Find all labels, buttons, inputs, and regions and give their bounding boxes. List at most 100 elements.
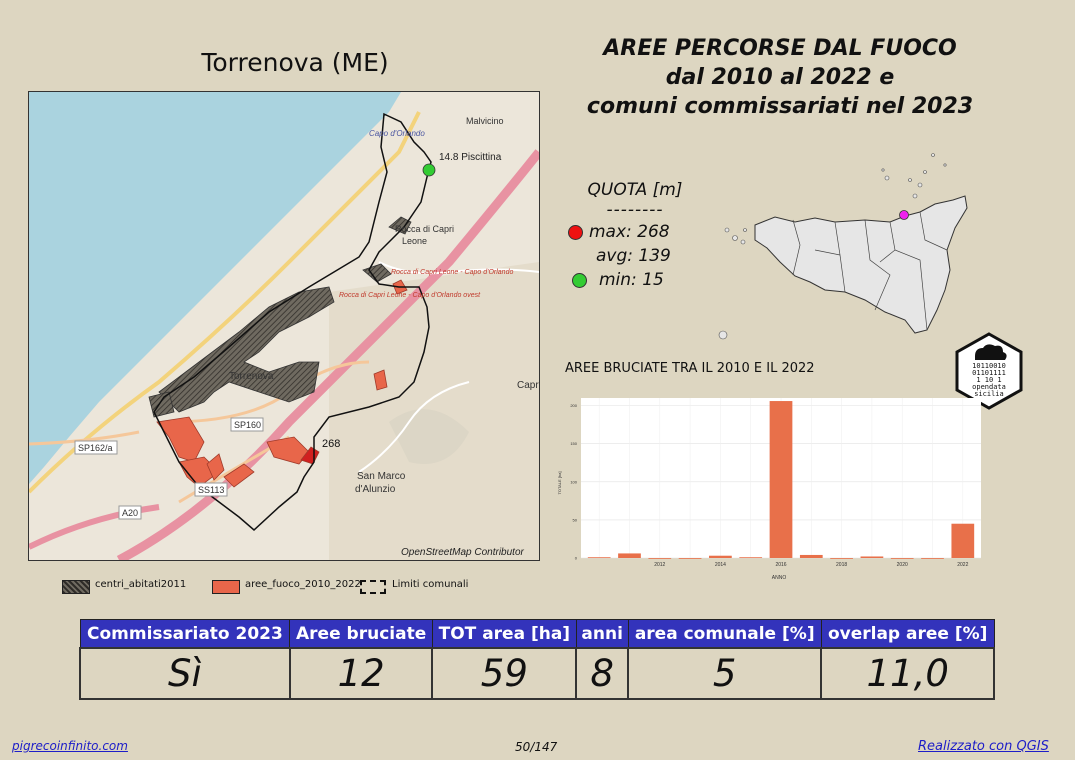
chart-xtick-label: 2018 xyxy=(836,562,847,568)
map-centro-abitato xyxy=(158,286,335,413)
map-road xyxy=(358,381,470,473)
map-road-sign xyxy=(194,482,228,497)
summary-table: Commissariato 2023 Aree bruciate TOT are… xyxy=(79,619,995,700)
sicily-inset-map xyxy=(718,153,968,340)
logo-binary: 01101111 xyxy=(972,369,1006,377)
map-label: A20 xyxy=(122,508,138,518)
main-title: AREE PERCORSE DAL FUOCO dal 2010 al 2022… xyxy=(560,34,1000,121)
map-label: SP160 xyxy=(234,420,261,430)
table-cell-commissariato: Sì xyxy=(79,647,291,700)
map-road xyxy=(378,261,539,275)
chart-bar xyxy=(618,553,641,558)
legend-aree-label: aree_fuoco_2010_2022 xyxy=(245,579,361,590)
main-title-line1: AREE PERCORSE DAL FUOCO xyxy=(603,36,957,61)
table-cell-area-comunale: 5 xyxy=(627,647,823,700)
map-label: San Marco xyxy=(357,471,406,482)
table-header: Commissariato 2023 xyxy=(79,619,291,649)
chart-bar xyxy=(799,554,823,558)
chart-ytick-label: 50 xyxy=(573,517,578,522)
chart-ytick-label: 150 xyxy=(570,441,577,446)
table-cell-anni: 8 xyxy=(575,647,630,700)
map-label: Capo d'Orlando xyxy=(369,129,425,138)
table-cell-tot-area: 59 xyxy=(431,647,578,700)
page-number: 50/147 xyxy=(515,740,558,754)
quota-max: max: 268 xyxy=(589,222,670,242)
chart-title: AREE BRUCIATE TRA IL 2010 E IL 2022 xyxy=(565,361,815,376)
table-cell-overlap: 11,0 xyxy=(820,647,995,700)
sicily-islands xyxy=(718,153,947,340)
main-title-line3: comuni commissariati nel 2023 xyxy=(586,94,974,119)
chart-bar xyxy=(890,558,914,559)
cloud-icon xyxy=(975,344,1007,360)
map-label: d'Alunzio xyxy=(355,484,396,495)
table-cell-aree: 12 xyxy=(288,647,434,700)
map-legend: centri_abitati2011 aree_fuoco_2010_2022 … xyxy=(62,577,542,597)
min-dot-icon xyxy=(572,273,587,288)
chart-xticks: 2012 2014 2016 2018 2020 2022 xyxy=(654,562,968,568)
max-dot-icon xyxy=(568,225,583,240)
map-attribution: OpenStreetMap Contributor xyxy=(401,547,525,558)
quota-separator: -------- xyxy=(606,200,664,220)
map-label: Leone xyxy=(402,236,427,246)
table-header: anni xyxy=(575,619,629,649)
logo-text: sicilia xyxy=(974,390,1004,398)
map-svg: Malvicino 14.8 Piscittina Capo d'Orlando… xyxy=(29,92,539,560)
legend-centri-swatch xyxy=(62,580,90,594)
legend-limiti-label: Limiti comunali xyxy=(392,579,469,590)
chart-bar xyxy=(648,558,672,559)
chart-bar xyxy=(830,558,853,559)
sicily-shape xyxy=(754,195,968,334)
map-road-sign xyxy=(230,417,264,432)
chart-bar xyxy=(921,558,944,559)
map-frame[interactable]: Malvicino 14.8 Piscittina Capo d'Orlando… xyxy=(28,91,540,561)
table-header: area comunale [%] xyxy=(627,619,822,649)
chart-xlabel: ANNO xyxy=(772,575,787,581)
chart-bar xyxy=(678,558,702,559)
quota-avg: avg: 139 xyxy=(596,246,671,266)
sicily-provinces xyxy=(792,211,948,331)
quota-avg-row: avg: 139 xyxy=(565,244,705,268)
map-boundary xyxy=(153,112,432,532)
quota-min-row: min: 15 xyxy=(565,268,705,292)
map-label: Capr xyxy=(517,380,539,391)
chart-bars xyxy=(587,401,975,559)
opendata-sicilia-logo: 10110010 01101111 1 10 1 opendata sicili… xyxy=(955,332,1023,410)
map-road xyxy=(29,430,140,446)
chart-bar xyxy=(739,557,763,559)
town-title: Torrenova (ME) xyxy=(201,48,389,77)
map-label: Malvicino xyxy=(466,116,504,126)
table-header: Aree bruciate xyxy=(289,619,433,649)
chart-xtick-label: 2014 xyxy=(715,562,726,568)
map-motorway xyxy=(116,149,539,560)
map-label: Rocca di Capri Leone - Capo d'Orlando ov… xyxy=(339,292,481,299)
quota-title: QUOTA [m] xyxy=(587,180,683,200)
main-title-line2: dal 2010 al 2022 e xyxy=(665,65,895,90)
chart-ytick-label: 100 xyxy=(570,479,577,484)
table-header: TOT area [ha] xyxy=(431,619,577,649)
legend-limiti-swatch xyxy=(360,580,386,594)
burned-area-bar-chart: 2012 2014 2016 2018 2020 2022 0 50 100 150 200 AN… xyxy=(557,398,981,581)
legend-aree-swatch xyxy=(212,580,240,594)
site-link[interactable]: pigrecoinfinito.com xyxy=(12,739,128,753)
table-header: overlap aree [%] xyxy=(820,619,995,649)
map-label: 14.8 Piscittina xyxy=(439,152,502,163)
map-label: SP162/a xyxy=(78,443,113,453)
quota-min: min: 15 xyxy=(599,270,664,290)
table-row: Sì 12 59 8 5 11,0 xyxy=(79,647,995,700)
map-label: SS113 xyxy=(198,485,224,495)
chart-bar xyxy=(587,557,611,559)
map-min-marker xyxy=(422,163,436,177)
logo-hexagon xyxy=(955,332,1023,410)
chart-bar xyxy=(709,555,732,558)
qgis-link[interactable]: Realizzato con QGIS xyxy=(918,739,1049,754)
logo-binary: 10110010 xyxy=(972,362,1006,370)
map-label: Torrenova xyxy=(229,371,274,382)
map-label: 268 xyxy=(322,438,340,450)
chart-yticks: 0 50 100 150 200 xyxy=(570,403,577,560)
chart-ytick-label: 0 xyxy=(575,556,578,561)
chart-bar xyxy=(860,556,884,558)
quota-box: QUOTA [m] -------- max: 268 avg: 139 min… xyxy=(565,180,705,292)
chart-ytick-label: 200 xyxy=(570,403,577,408)
quota-max-row: max: 268 xyxy=(565,220,705,244)
table-header-row: Commissariato 2023 Aree bruciate TOT are… xyxy=(79,619,995,649)
